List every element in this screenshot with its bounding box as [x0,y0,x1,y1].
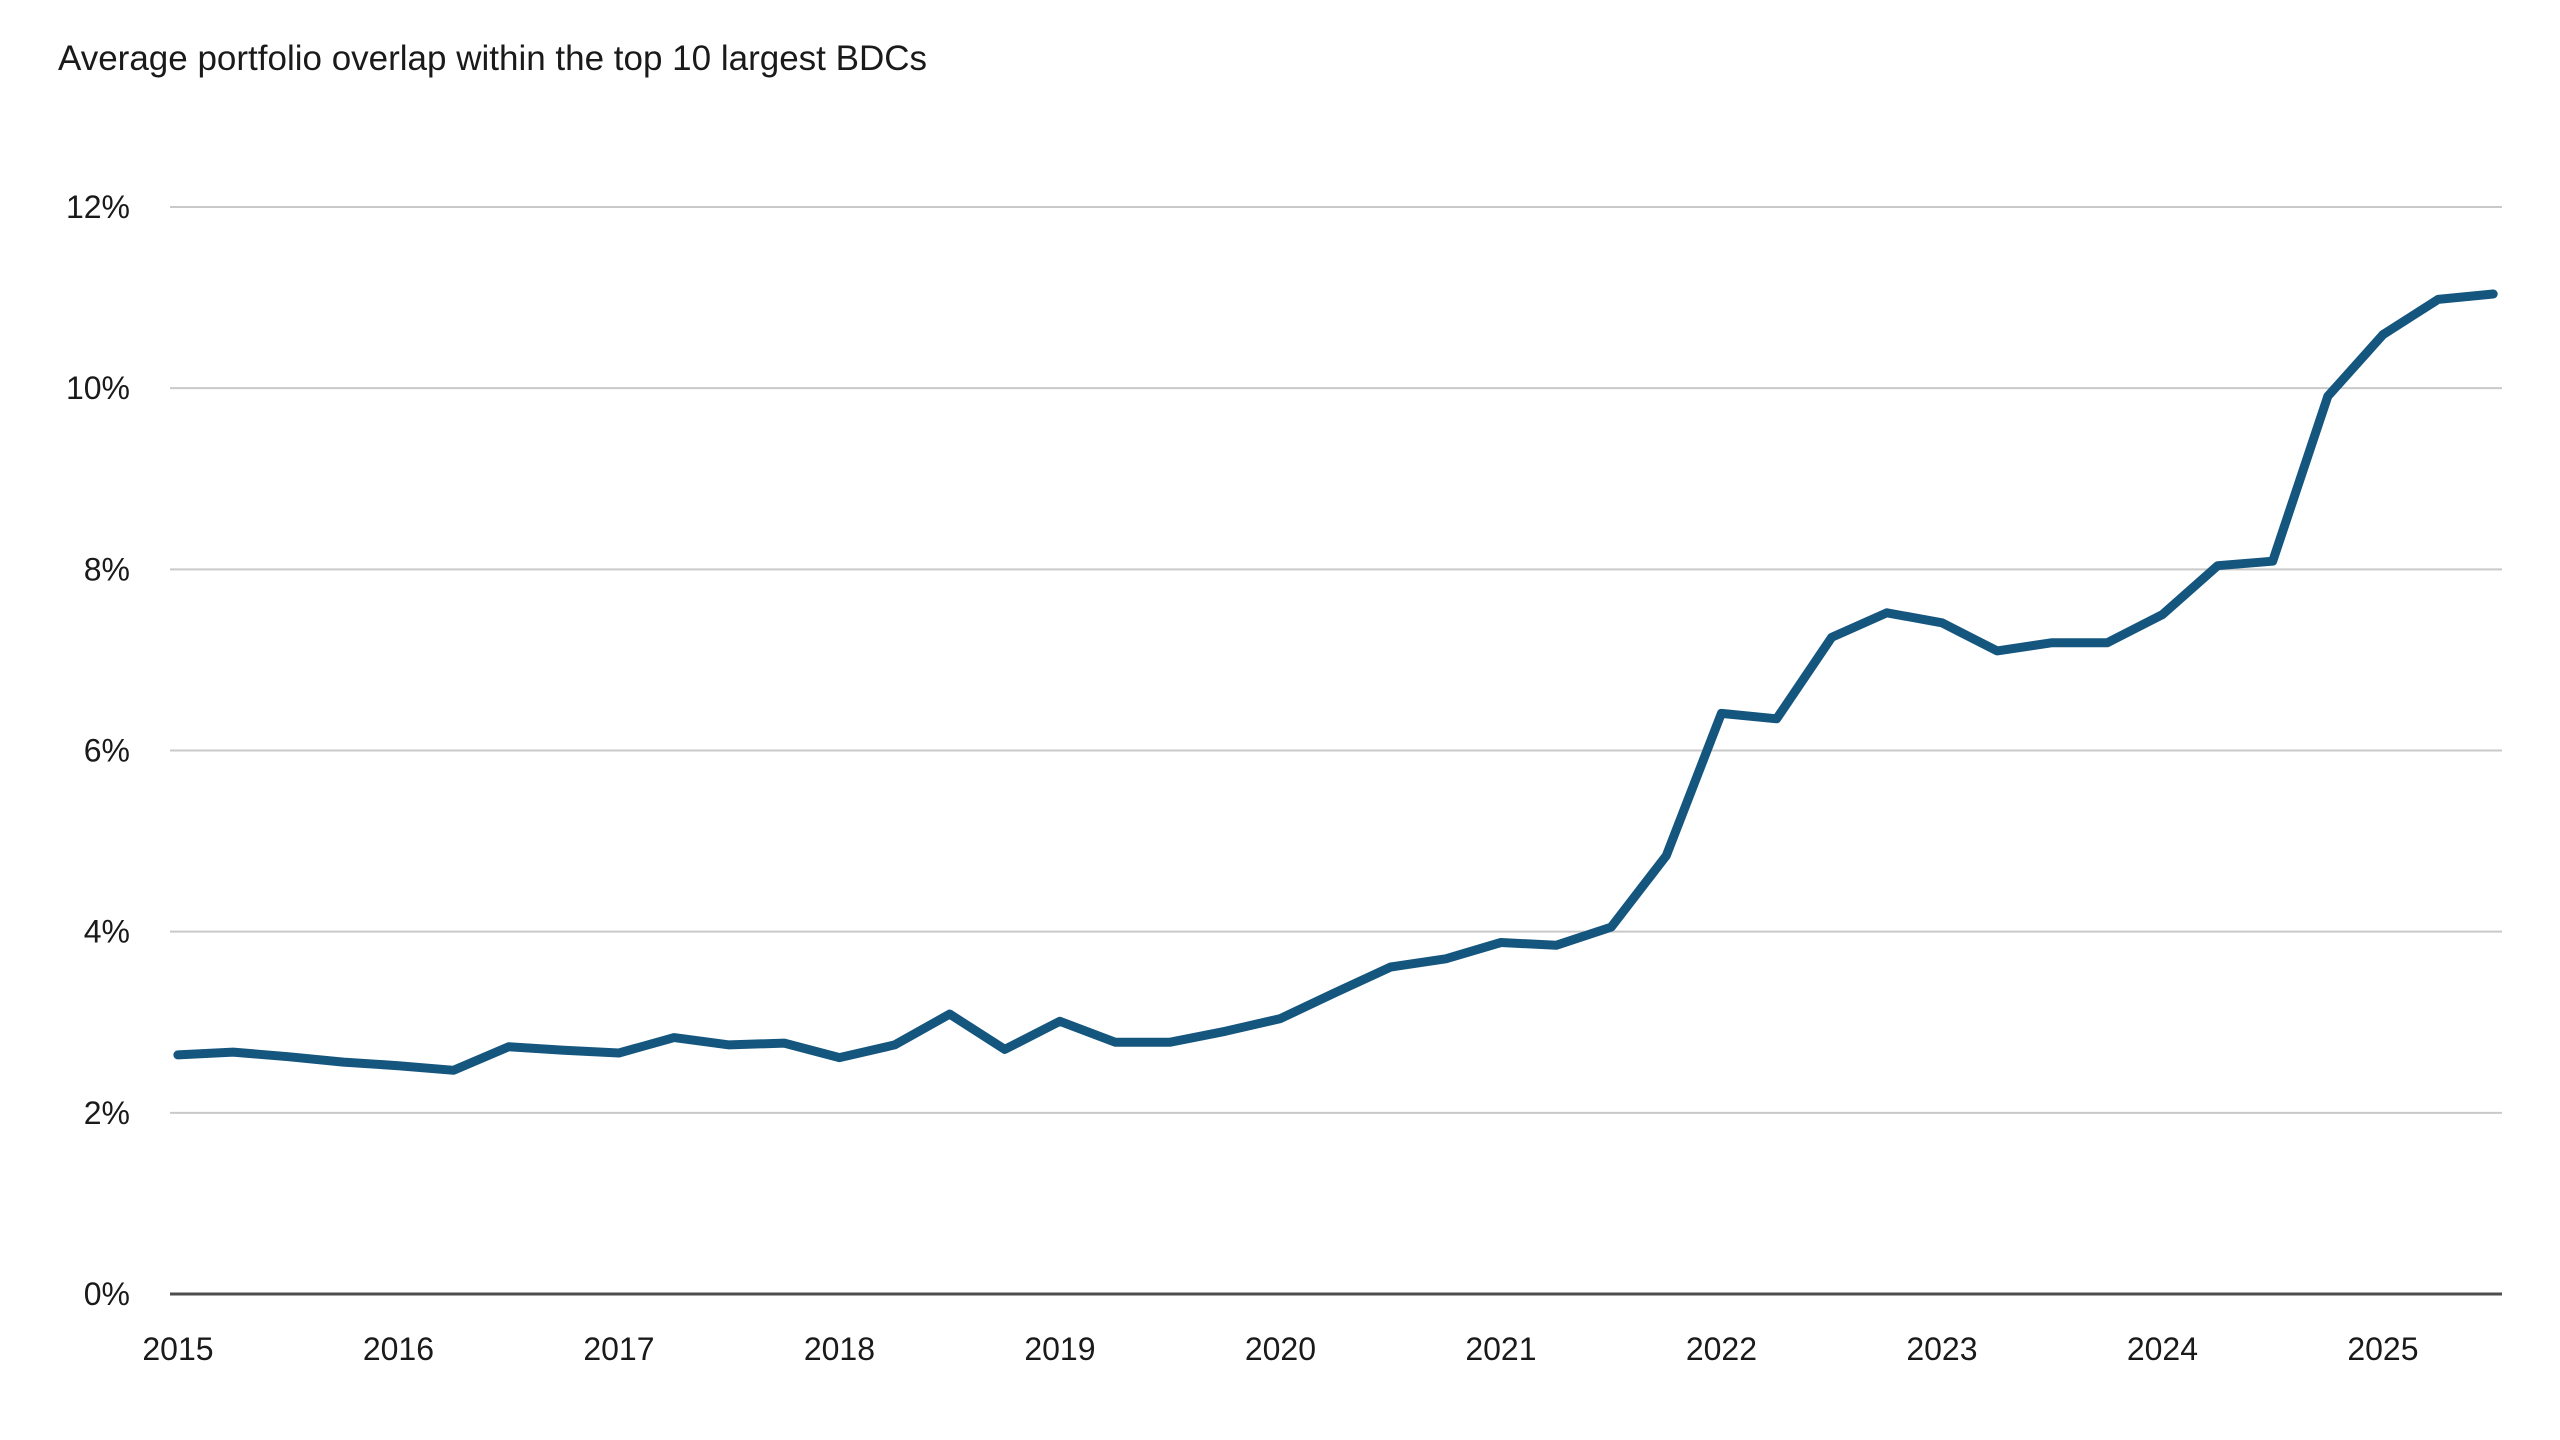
x-axis-tick-label: 2025 [2347,1331,2418,1367]
x-axis-tick-label: 2024 [2127,1331,2198,1367]
x-axis-tick-label: 2015 [142,1331,213,1367]
x-axis-tick-label: 2019 [1024,1331,1095,1367]
x-axis-tick-label: 2023 [1906,1331,1977,1367]
x-axis-tick-label: 2016 [363,1331,434,1367]
chart-title: Average portfolio overlap within the top… [58,39,928,78]
y-axis-tick-label: 2% [84,1095,130,1131]
x-axis-tick-label: 2022 [1686,1331,1757,1367]
y-axis-tick-label: 0% [84,1276,130,1312]
x-axis-tick-label: 2021 [1465,1331,1536,1367]
y-axis-tick-label: 4% [84,914,130,950]
y-axis-tick-label: 8% [84,551,130,587]
y-axis-tick-label: 12% [66,189,130,225]
y-axis-tick-label: 6% [84,733,130,769]
x-axis-tick-label: 2020 [1245,1331,1316,1367]
data-line [173,289,2498,1075]
x-axis-tick-label: 2017 [583,1331,654,1367]
y-axis-tick-label: 10% [66,370,130,406]
x-axis-tick-label: 2018 [804,1331,875,1367]
